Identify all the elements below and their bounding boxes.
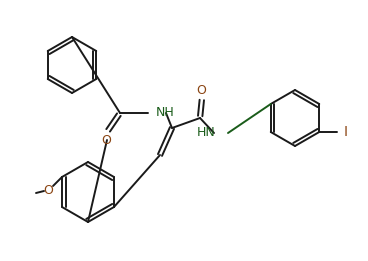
- Text: O: O: [43, 185, 53, 198]
- Text: NH: NH: [156, 105, 175, 118]
- Text: O: O: [101, 133, 111, 146]
- Text: HN: HN: [197, 126, 216, 139]
- Text: O: O: [196, 84, 206, 97]
- Text: I: I: [343, 125, 347, 139]
